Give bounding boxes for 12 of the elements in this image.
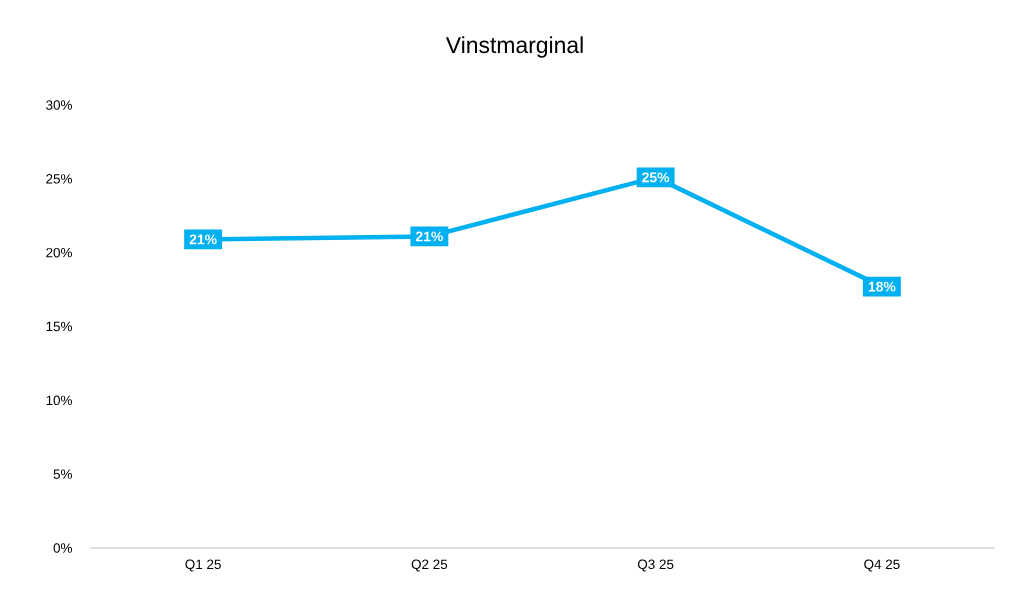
- x-tick-label: Q3 25: [637, 559, 674, 572]
- y-tick-label: 25%: [46, 174, 72, 184]
- x-tick-label: Q2 25: [411, 559, 448, 572]
- y-tick-label: 20%: [46, 247, 72, 258]
- y-tick-label: 5%: [53, 469, 72, 479]
- chart-title: Vinstmarginal: [445, 36, 583, 58]
- y-tick-label: 15%: [46, 321, 72, 332]
- x-tick-label: Q4 25: [864, 559, 900, 572]
- y-tick-label: 10%: [46, 395, 72, 406]
- y-tick-label: 30%: [46, 100, 72, 110]
- x-tick-label: Q1 25: [185, 559, 221, 572]
- y-tick-label: 0%: [53, 543, 72, 553]
